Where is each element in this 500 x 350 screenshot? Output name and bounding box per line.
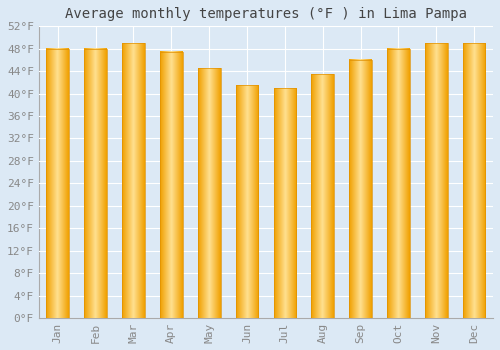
- Bar: [160, 51, 182, 318]
- Title: Average monthly temperatures (°F ) in Lima Pampa: Average monthly temperatures (°F ) in Li…: [65, 7, 467, 21]
- Bar: [463, 43, 485, 318]
- Bar: [387, 49, 410, 318]
- Bar: [349, 60, 372, 318]
- Bar: [46, 49, 69, 318]
- Bar: [312, 74, 334, 318]
- Bar: [274, 88, 296, 318]
- Bar: [425, 43, 448, 318]
- Bar: [198, 68, 220, 318]
- Bar: [84, 49, 107, 318]
- Bar: [236, 85, 258, 318]
- Bar: [122, 43, 145, 318]
